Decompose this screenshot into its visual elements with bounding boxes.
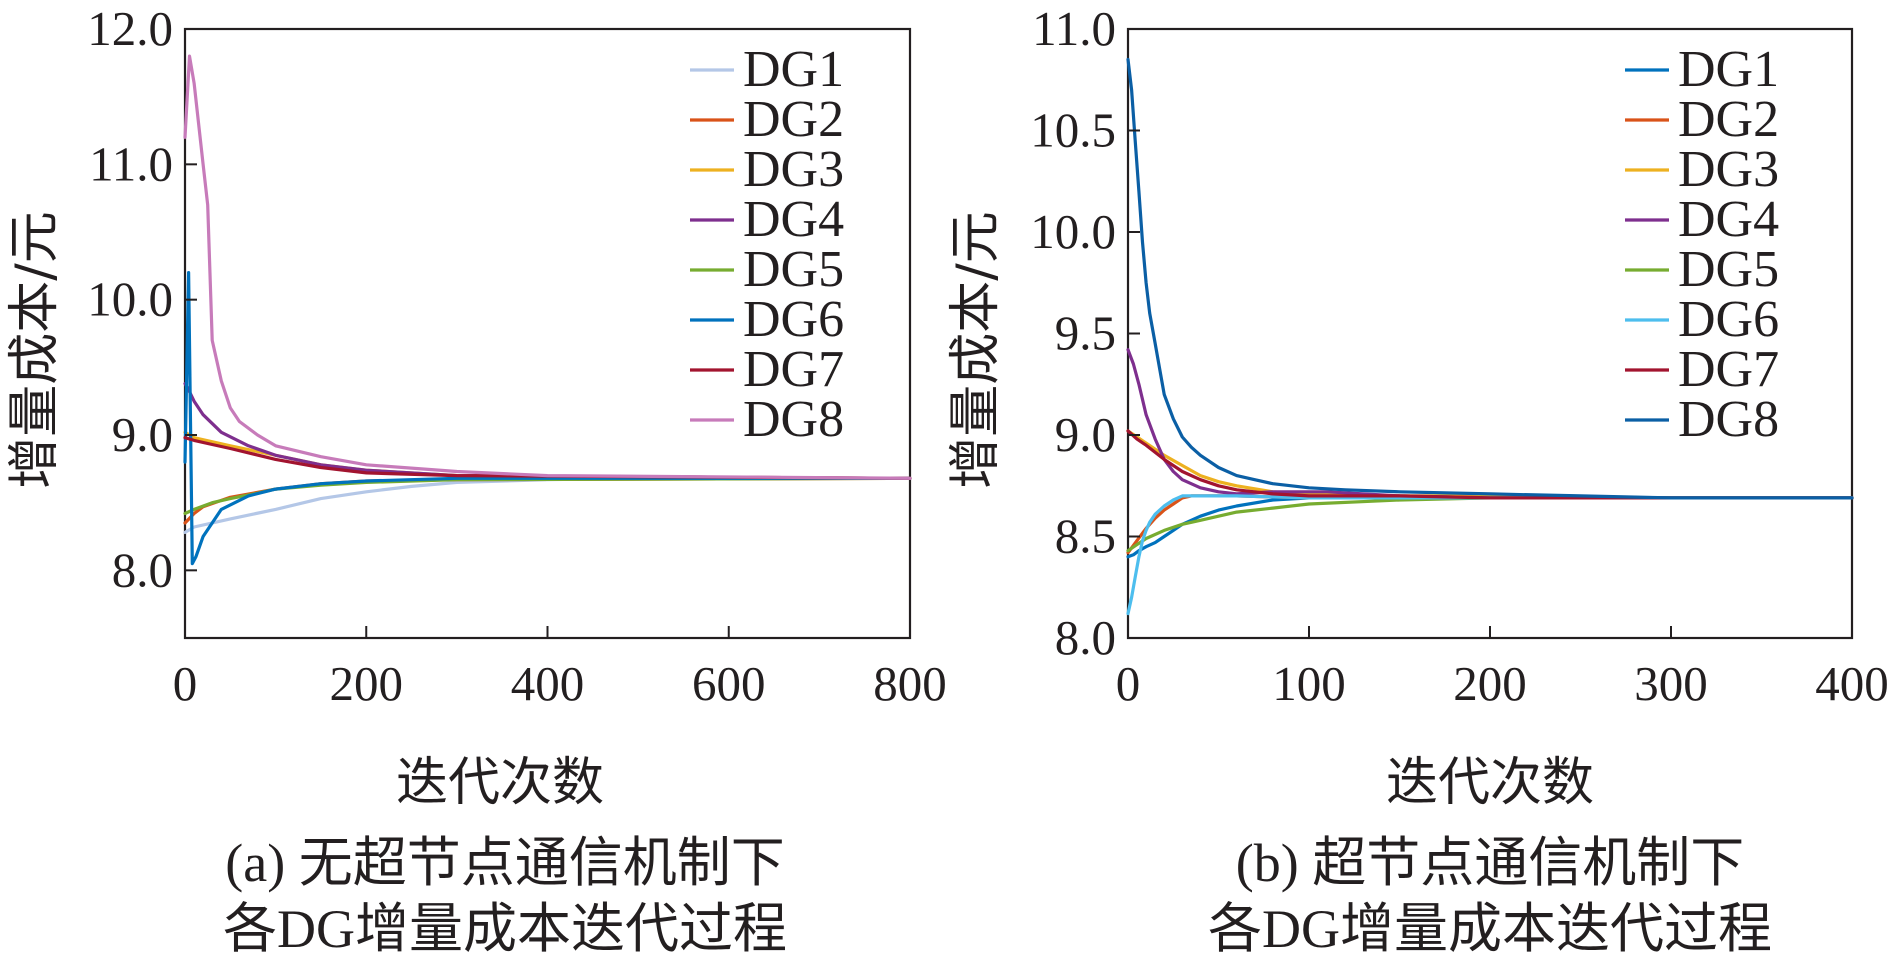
series-line-dg8-b	[1126, 57, 1854, 500]
y-tick-label-b: 8.5	[1055, 509, 1116, 564]
legend-label-dg6-a: DG6	[743, 291, 844, 348]
y-tick-label-b: 10.5	[1030, 103, 1116, 158]
legend-label-dg3-a: DG3	[743, 141, 844, 198]
legend-label-dg7-b: DG7	[1678, 341, 1779, 398]
y-tick-label-a: 9.0	[112, 407, 173, 462]
y-tick-label-a: 12.0	[87, 1, 173, 56]
x-tick-label-b: 200	[1453, 656, 1527, 711]
legend-label-dg2-b: DG2	[1678, 91, 1779, 148]
legend-label-dg5-b: DG5	[1678, 241, 1779, 298]
panel-b: 0 100 200 300 400 8.0 8.5 9.0 9.5 10.0 10.5 11.0 DG…	[946, 1, 1889, 813]
x-tick-label-b: 0	[1116, 656, 1141, 711]
legend-label-dg7-a: DG7	[743, 341, 844, 398]
x-axis-label-a: 迭代次数	[396, 753, 604, 813]
series-line-dg4-b	[1126, 348, 1854, 500]
series-line-dg6-a	[183, 271, 912, 566]
ticks-group-a: 0 200 400 600 800 8.0 9.0 10.0 11.0 12.0	[87, 1, 947, 711]
legend-label-dg1-a: DG1	[743, 41, 844, 98]
series-line-dg6-b	[1126, 494, 1854, 616]
series-line-dg8-a	[183, 54, 912, 480]
x-axis-label-b: 迭代次数	[1386, 753, 1594, 813]
series-line-dg1-b	[1126, 496, 1854, 559]
y-tick-label-a: 8.0	[112, 542, 173, 597]
legend-label-dg8-b: DG8	[1678, 391, 1779, 448]
series-line-dg7-a	[183, 436, 912, 480]
y-tick-label-b: 10.0	[1030, 204, 1116, 259]
series-group-a	[183, 54, 912, 566]
legend-label-dg3-b: DG3	[1678, 141, 1779, 198]
caption-b-line2: 各DG增量成本迭代过程	[1208, 899, 1772, 959]
caption-b-line1: (b) 超节点通信机制下	[1235, 833, 1745, 893]
x-tick-label-b: 300	[1634, 656, 1708, 711]
series-group-b	[1126, 57, 1854, 616]
x-tick-label-b: 100	[1272, 656, 1346, 711]
legend-label-dg5-a: DG5	[743, 241, 844, 298]
legend-label-dg8-a: DG8	[743, 391, 844, 448]
y-tick-label-a: 11.0	[89, 136, 173, 191]
series-line-dg3-b	[1126, 429, 1854, 500]
caption-a: (a) 无超节点通信机制下 各DG增量成本迭代过程	[100, 830, 910, 962]
y-tick-label-b: 9.0	[1055, 407, 1116, 462]
legend-label-dg2-a: DG2	[743, 91, 844, 148]
y-tick-label-b: 9.5	[1055, 306, 1116, 361]
caption-a-line1: (a) 无超节点通信机制下	[225, 833, 785, 893]
legend-label-dg4-b: DG4	[1678, 191, 1779, 248]
x-tick-label-a: 600	[692, 656, 766, 711]
y-tick-label-a: 10.0	[87, 272, 173, 327]
legend-label-dg4-a: DG4	[743, 191, 844, 248]
series-line-dg2-a	[183, 476, 912, 525]
x-tick-label-b: 400	[1815, 656, 1889, 711]
y-axis-label-b: 增量成本/元	[946, 211, 1006, 489]
y-tick-label-b: 8.0	[1055, 610, 1116, 665]
x-tick-label-a: 0	[173, 656, 198, 711]
y-tick-label-b: 11.0	[1032, 1, 1116, 56]
series-line-dg4-a	[183, 382, 912, 480]
series-line-dg7-b	[1126, 429, 1854, 500]
legend-label-dg1-b: DG1	[1678, 41, 1779, 98]
x-tick-label-a: 400	[511, 656, 585, 711]
x-tick-label-a: 200	[330, 656, 404, 711]
ticks-group-b: 0 100 200 300 400 8.0 8.5 9.0 9.5 10.0 10.5 11.0	[1030, 1, 1889, 711]
series-line-dg5-b	[1126, 496, 1854, 553]
caption-b: (b) 超节点通信机制下 各DG增量成本迭代过程	[1090, 830, 1889, 962]
legend-label-dg6-b: DG6	[1678, 291, 1779, 348]
caption-a-line2: 各DG增量成本迭代过程	[223, 899, 787, 959]
series-line-dg5-a	[183, 476, 912, 516]
x-tick-label-a: 800	[873, 656, 947, 711]
y-axis-label-a: 增量成本/元	[5, 211, 65, 489]
